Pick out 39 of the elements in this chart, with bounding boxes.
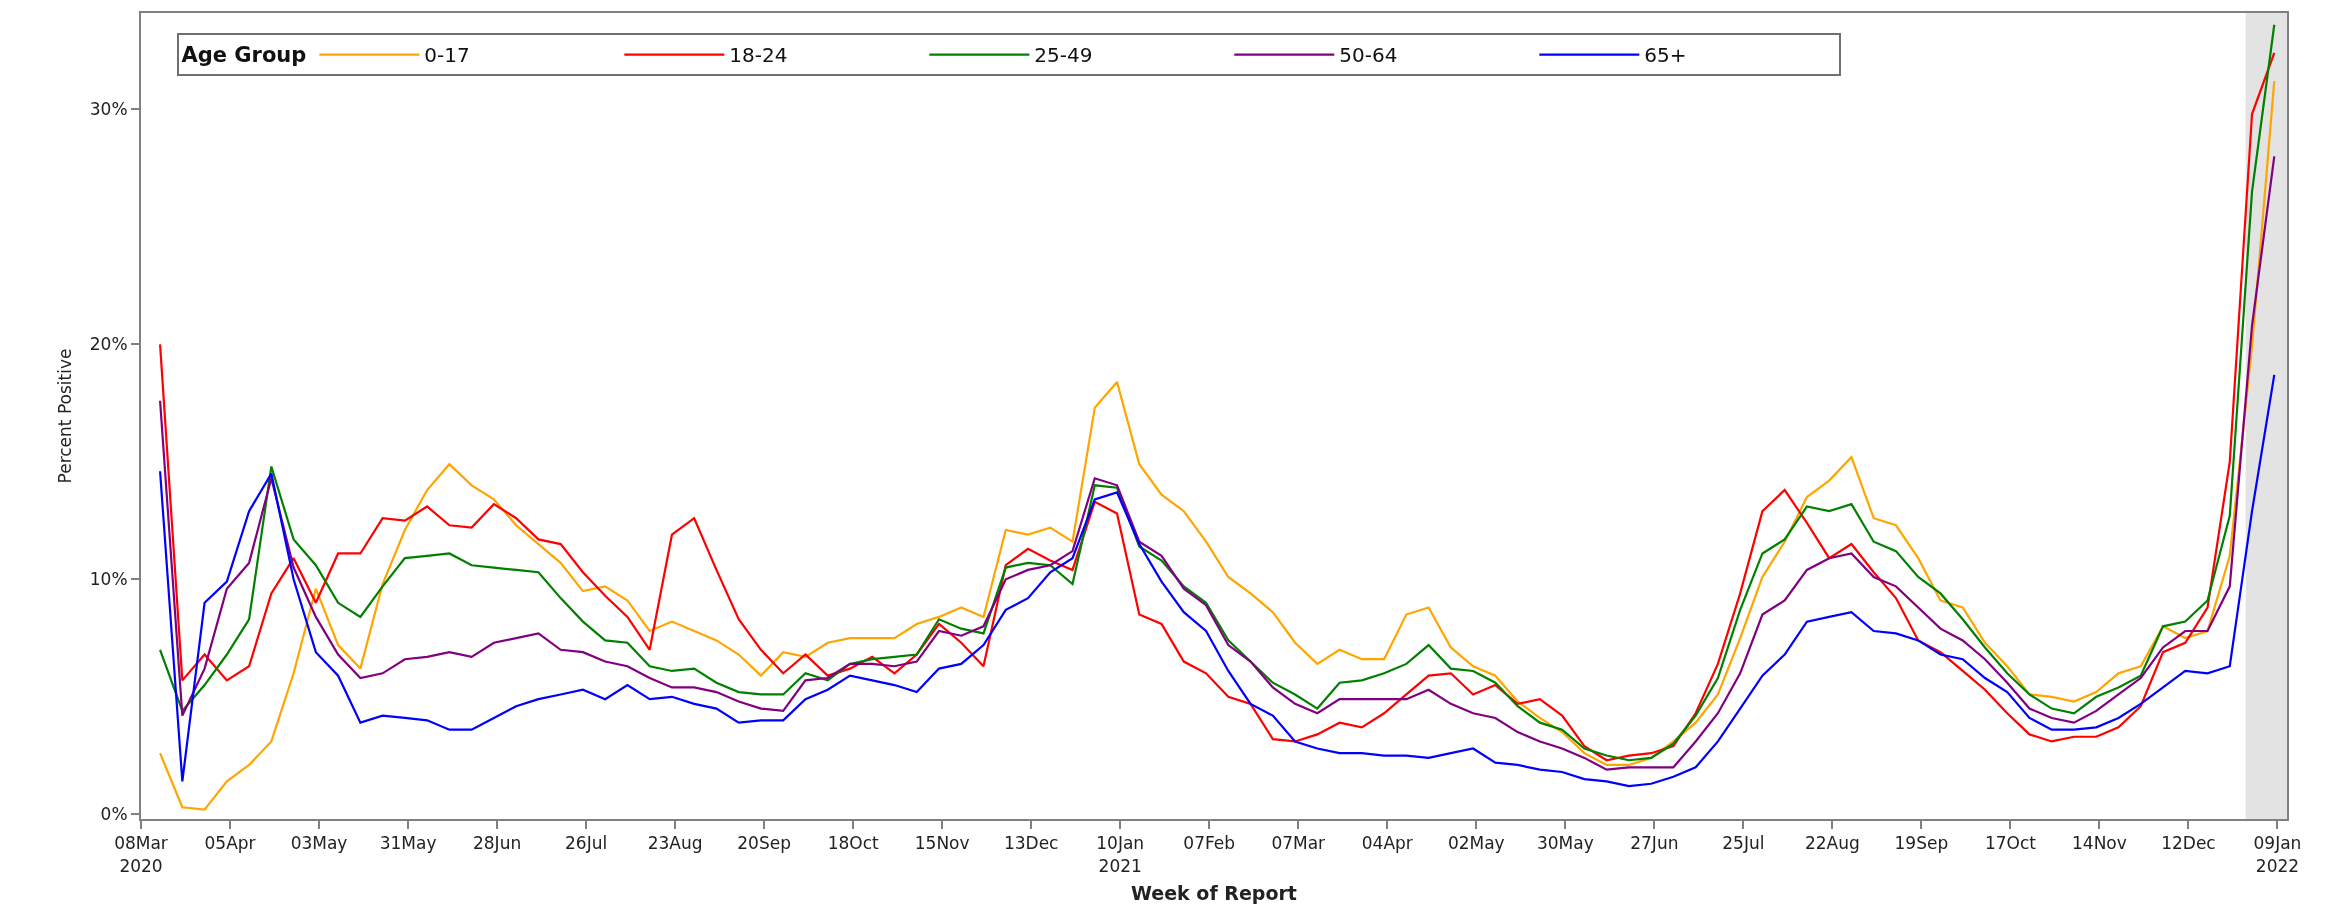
x-tick-label: 04Apr [1361, 833, 1413, 854]
x-tick-label: 05Apr [204, 833, 256, 854]
legend-label: 18-24 [729, 43, 788, 68]
line-series [158, 155, 2276, 771]
x-tick-label: 31May [379, 833, 437, 854]
x-tick-label: 09Jan 2022 [2253, 833, 2302, 876]
x-tick-label: 14Nov [2072, 833, 2127, 854]
y-tick-label: 30% [89, 99, 128, 120]
x-tick-label: 12Dec [2161, 833, 2216, 854]
x-tick-label: 27Jun [1630, 833, 1679, 854]
legend-label: 0-17 [424, 43, 470, 68]
x-tick-label: 08Mar 2020 [114, 833, 168, 876]
x-tick-label: 07Mar [1271, 833, 1326, 854]
y-tick-label: 0% [100, 804, 128, 825]
legend-label: 50-64 [1339, 43, 1398, 68]
x-tick-label: 30May [1536, 833, 1594, 854]
x-tick-label: 19Sep [1894, 833, 1949, 854]
x-tick-label: 20Sep [737, 833, 791, 854]
x-tick-label: 26Jul [565, 833, 608, 854]
x-tick-label: 03May [290, 833, 348, 854]
x-tick-label: 18Oct [827, 833, 879, 854]
x-tick-label: 10Jan 2021 [1096, 833, 1145, 876]
x-tick-label: 17Oct [1984, 833, 2037, 854]
legend-title: Age Group [181, 43, 307, 68]
legend-label: 25-49 [1034, 43, 1093, 68]
x-tick-label: 15Nov [914, 833, 970, 854]
legend-label: 65+ [1644, 43, 1687, 68]
x-tick-label: 07Feb [1183, 833, 1236, 854]
x-tick-label: 22Aug [1804, 833, 1860, 854]
x-axis-title: Week of Report [1131, 881, 1297, 904]
x-tick-label: 25Jul [1722, 833, 1765, 854]
y-tick-label: 20% [89, 334, 128, 355]
x-tick-label: 13Dec [1003, 833, 1059, 854]
x-tick-label: 23Aug [647, 833, 703, 854]
y-tick-label: 10% [89, 569, 128, 590]
y-axis-title: Percent Positive [54, 348, 75, 484]
x-tick-label: 02May [1447, 833, 1505, 854]
x-tick-label: 28Jun [472, 833, 522, 854]
line-series [158, 373, 2276, 788]
